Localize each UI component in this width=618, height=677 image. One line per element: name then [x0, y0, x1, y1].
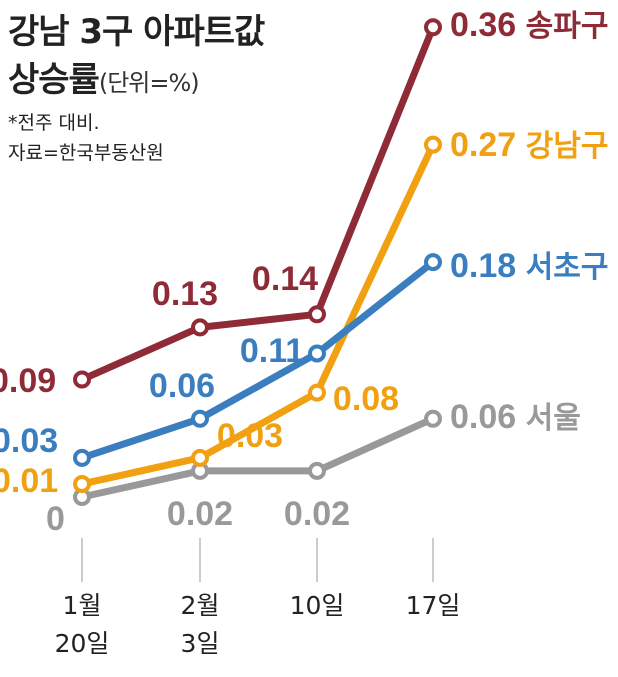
x-tick-label: 1월 20일: [55, 591, 110, 658]
series-line: [78, 258, 437, 462]
series-end-label: 0.27 강남구: [450, 126, 608, 164]
data-label: 0.09: [0, 362, 56, 400]
series-line: [78, 141, 437, 488]
data-point: [73, 370, 91, 389]
x-tick-label-line: 17일: [406, 591, 461, 620]
data-point: [424, 18, 442, 37]
end-value: 0.18: [450, 247, 526, 285]
data-point: [73, 448, 91, 467]
series-end-label: 0.18 서초구: [450, 247, 608, 285]
data-point: [191, 318, 209, 337]
series-line: [78, 23, 437, 384]
note-source: 자료=한국부동산원: [8, 142, 164, 164]
x-tick-label-line: 1월: [63, 591, 102, 620]
chart-title-line2: 상승률(단위=%): [8, 52, 200, 101]
x-tick-label: 10일: [290, 591, 345, 620]
chart-title-line1: 강남 3구 아파트값: [8, 12, 265, 52]
data-label: 0.13: [152, 275, 218, 313]
data-label: 0.01: [0, 462, 58, 500]
data-label: 0: [46, 500, 65, 538]
series-end-label: 0.36 송파구: [450, 6, 608, 44]
data-point: [308, 305, 326, 324]
end-value: 0.27: [450, 126, 526, 164]
end-value: 0.36: [450, 6, 526, 44]
x-tick-label: 17일: [406, 591, 461, 620]
data-label: 0.03: [0, 422, 58, 460]
series-line: [78, 415, 437, 501]
series-name: 서초구: [526, 250, 609, 285]
x-tick-label: 2월 3일: [181, 591, 220, 658]
data-point: [308, 383, 326, 402]
series-name: 서울: [526, 401, 581, 436]
data-label: 0.03: [217, 417, 283, 455]
series-end-label: 0.06 서울: [450, 398, 581, 436]
x-tick-label-line: 3일: [181, 629, 220, 658]
series-name: 강남구: [526, 129, 609, 164]
end-value: 0.06: [450, 398, 526, 436]
unit-label: (단위=%): [98, 69, 200, 97]
chart-title-text: 상승률: [8, 60, 100, 100]
data-point: [424, 253, 442, 272]
data-point: [424, 409, 442, 428]
data-point: [308, 461, 326, 480]
x-tick-label-line: 10일: [290, 591, 345, 620]
data-label: 0.08: [333, 380, 399, 418]
data-label: 0.14: [252, 260, 318, 298]
note-comparison: *전주 대비.: [8, 112, 100, 134]
data-point: [191, 448, 209, 467]
data-label: 0.02: [167, 495, 233, 533]
x-tick-label-line: 20일: [55, 629, 110, 658]
data-point: [424, 135, 442, 154]
data-label: 0.06: [149, 367, 215, 405]
series-name: 송파구: [526, 9, 609, 44]
data-label: 0.02: [284, 495, 350, 533]
x-tick-label-line: 2월: [181, 591, 220, 620]
data-point: [308, 344, 326, 363]
data-label: 0.11: [240, 332, 304, 370]
data-point: [73, 474, 91, 493]
data-point: [191, 409, 209, 428]
